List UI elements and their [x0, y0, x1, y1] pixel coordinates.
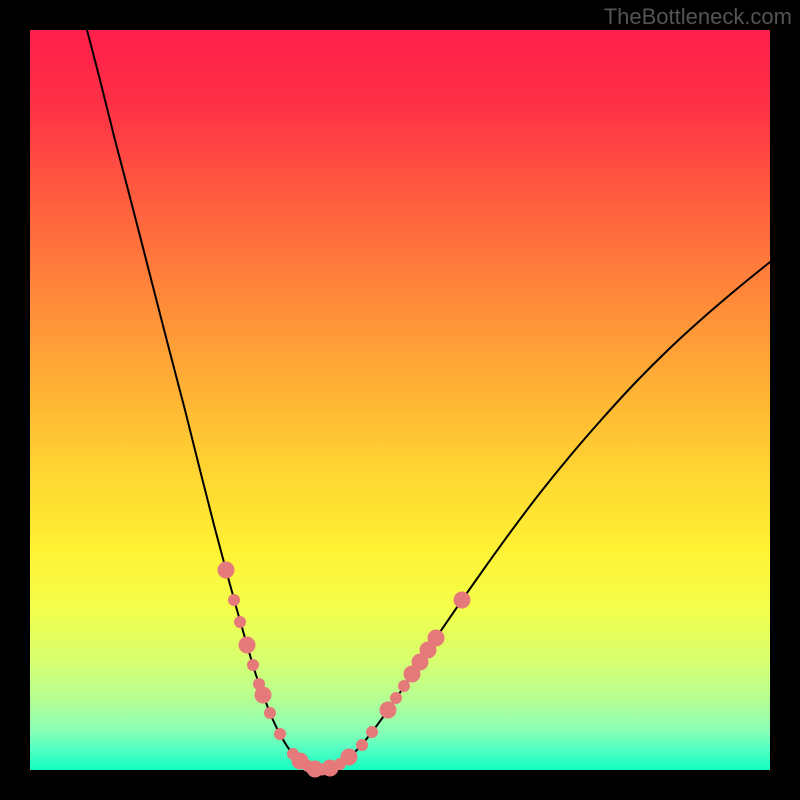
curve-marker — [247, 659, 259, 671]
curve-marker — [234, 616, 246, 628]
curve-marker — [341, 749, 358, 766]
curve-marker — [428, 630, 445, 647]
curve-marker — [264, 707, 276, 719]
curve-marker — [356, 739, 368, 751]
curve-marker — [239, 637, 256, 654]
plot-area — [30, 30, 770, 770]
chart-container: TheBottleneck.com — [0, 0, 800, 800]
curve-marker — [398, 680, 410, 692]
curve-marker — [274, 728, 286, 740]
curve-marker — [366, 726, 378, 738]
curve-marker — [228, 594, 240, 606]
curve-marker — [218, 562, 235, 579]
curve-marker — [390, 692, 402, 704]
curve-marker — [255, 687, 272, 704]
curve-marker — [380, 702, 397, 719]
bottleneck-curve-chart — [0, 0, 800, 800]
curve-marker — [454, 592, 471, 609]
